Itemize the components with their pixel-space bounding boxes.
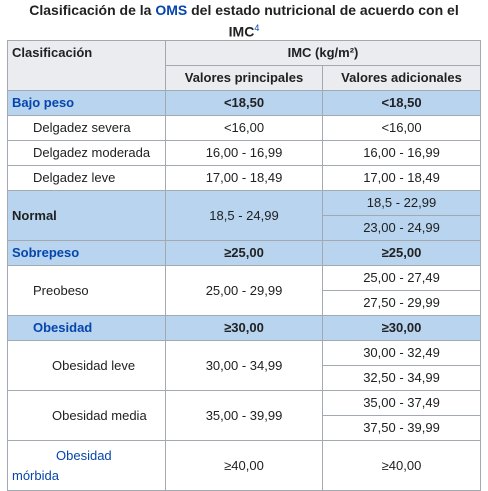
row-main: ≥25,00 — [165, 240, 323, 266]
row-main: 16,00 - 16,99 — [165, 140, 323, 166]
table-row: Bajo peso <18,50 <18,50 — [7, 90, 481, 116]
row-label: Obesidad — [7, 315, 166, 341]
row-additional: 37,50 - 39,99 — [322, 415, 481, 441]
row-label: Obesidad leve — [7, 340, 166, 391]
row-additional: 16,00 - 16,99 — [322, 140, 481, 166]
table-row: Delgadez leve 17,00 - 18,49 17,00 - 18,4… — [7, 165, 481, 191]
table-row: Delgadez moderada 16,00 - 16,99 16,00 - … — [7, 140, 481, 166]
row-additional: 18,5 - 22,99 — [322, 190, 481, 216]
row-label: Normal — [7, 190, 166, 241]
header-classification: Clasificación — [7, 40, 166, 91]
table-row: Obesidad leve 30,00 - 34,99 30,00 - 32,4… — [7, 340, 481, 391]
table-row: Delgadez severa <16,00 <16,00 — [7, 115, 481, 141]
row-label: Bajo peso — [7, 90, 166, 116]
row-additional: <16,00 — [322, 115, 481, 141]
row-main: 30,00 - 34,99 — [165, 340, 323, 391]
row-additional: ≥30,00 — [322, 315, 481, 341]
row-additional: ≥25,00 — [322, 240, 481, 266]
caption-text: Clasificación de la — [29, 2, 156, 18]
row-main: <16,00 — [165, 115, 323, 141]
caption-imc: IMC — [228, 23, 255, 40]
table-row: Sobrepeso ≥25,00 ≥25,00 — [7, 240, 481, 266]
row-label: Delgadez severa — [7, 115, 166, 141]
obesidad-morbida-link-2[interactable]: mórbida — [12, 467, 59, 483]
row-additional: 30,00 - 32,49 — [322, 340, 481, 366]
table-subheader-row: Valores principales Valores adicionales — [8, 65, 481, 91]
sobrepeso-link[interactable]: Sobrepeso — [12, 245, 80, 260]
table-header-row: Clasificación IMC (kg/m²) — [7, 40, 481, 91]
row-additional: 32,50 - 34,99 — [322, 365, 481, 391]
row-additional: <18,50 — [322, 90, 481, 116]
row-additional: 27,50 - 29,99 — [322, 290, 481, 316]
caption-text-suffix: del estado nutricional de acuerdo con el — [187, 2, 459, 18]
table-row: Obesidad media 35,00 - 39,99 35,00 - 37,… — [7, 390, 481, 441]
caption-line-1: Clasificación de la OMS del estado nutri… — [0, 0, 488, 20]
row-main: 17,00 - 18,49 — [165, 165, 323, 191]
row-main: ≥30,00 — [165, 315, 323, 341]
row-additional: 25,00 - 27,49 — [322, 265, 481, 291]
row-additional: 23,00 - 24,99 — [322, 215, 481, 241]
bajo-peso-link[interactable]: Bajo peso — [12, 95, 75, 110]
caption-line-2: IMC4 — [0, 18, 488, 42]
row-main: 25,00 - 29,99 — [165, 265, 323, 316]
row-label: Sobrepeso — [7, 240, 166, 266]
table-row: Normal 18,5 - 24,99 18,5 - 22,99 — [7, 190, 481, 241]
header-main-values: Valores principales — [165, 65, 323, 91]
row-main: 35,00 - 39,99 — [165, 390, 323, 441]
row-main: 18,5 - 24,99 — [165, 190, 323, 241]
row-label: Obesidad media — [7, 390, 166, 441]
row-additional: ≥40,00 — [322, 440, 481, 491]
row-main: <18,50 — [165, 90, 323, 116]
table-row: Obesidad ≥30,00 ≥30,00 — [7, 315, 481, 341]
header-additional-values: Valores adicionales — [322, 65, 481, 91]
row-label: Delgadez leve — [7, 165, 166, 191]
row-additional: 35,00 - 37,49 — [322, 390, 481, 416]
obesidad-link[interactable]: Obesidad — [33, 320, 93, 335]
footnote-link[interactable]: 4 — [254, 23, 260, 33]
row-label: Obesidad mórbida — [7, 440, 166, 491]
row-additional: 17,00 - 18,49 — [322, 165, 481, 191]
header-imc: IMC (kg/m²) — [165, 40, 481, 66]
oms-link[interactable]: OMS — [155, 2, 188, 18]
row-main: ≥40,00 — [165, 440, 323, 491]
row-label: Preobeso — [7, 265, 166, 316]
table-row: 27,50 - 29,99 — [8, 290, 481, 316]
bmi-classification-table: Clasificación IMC (kg/m²) Valores princi… — [7, 40, 481, 491]
table-row: Preobeso 25,00 - 29,99 25,00 - 27,49 — [7, 265, 481, 316]
obesidad-morbida-link-1[interactable]: Obesidad — [56, 447, 112, 463]
row-label: Delgadez moderada — [7, 140, 166, 166]
table-row: Obesidad mórbida ≥40,00 ≥40,00 — [7, 440, 481, 491]
